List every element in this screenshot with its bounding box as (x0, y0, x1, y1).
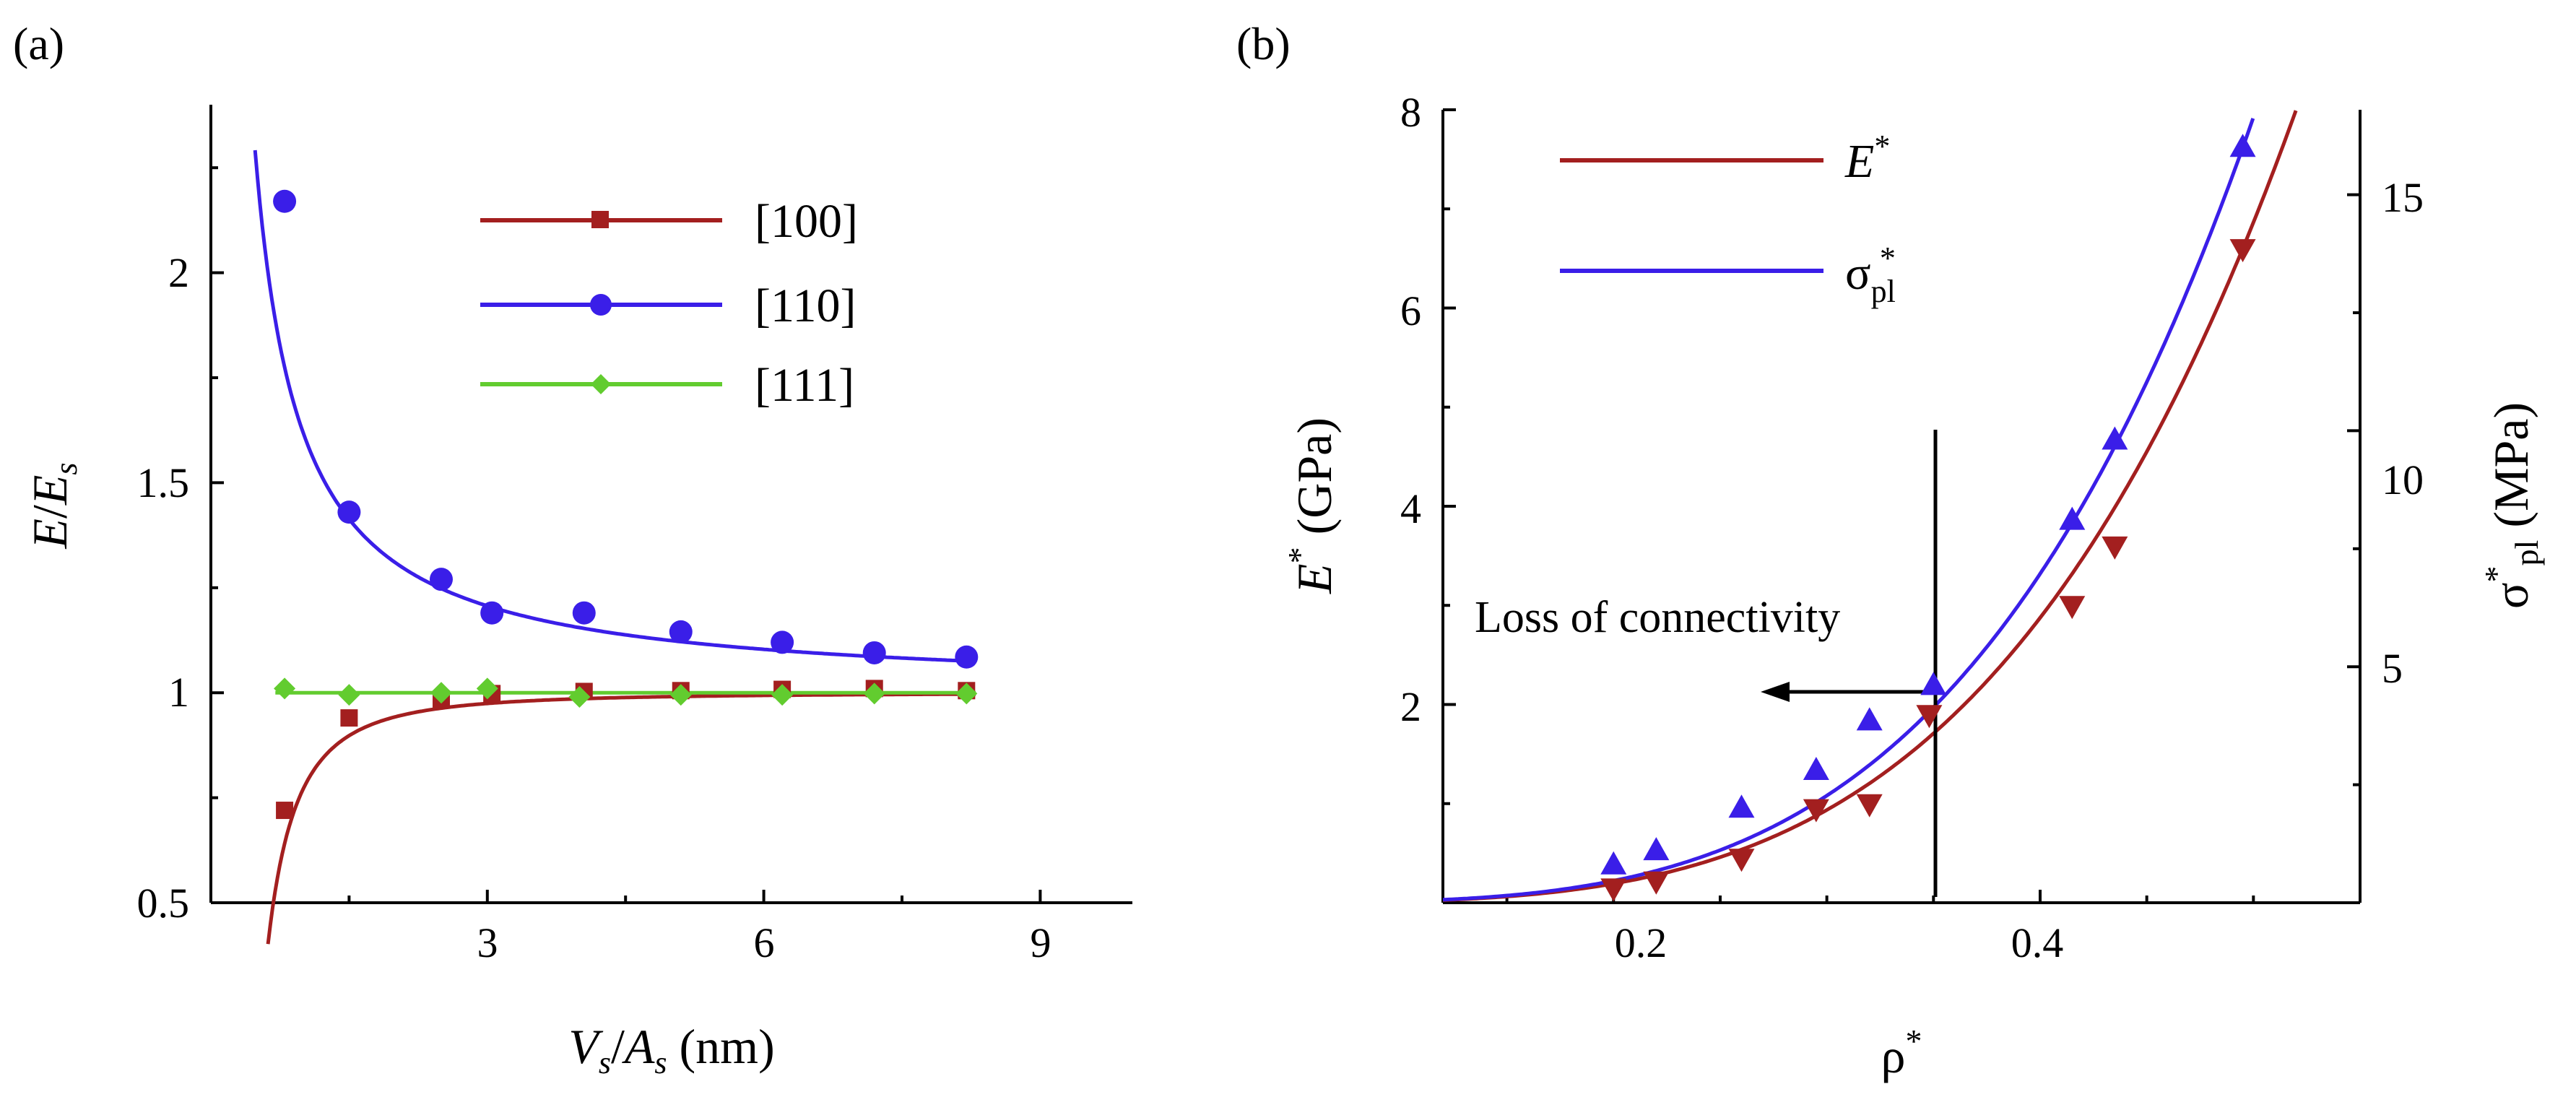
b-point-1-7 (2102, 426, 2128, 450)
a-point-1-4 (572, 601, 596, 625)
legend-e-star-text: E (1844, 135, 1874, 188)
legend-label-100: [100] (755, 195, 858, 248)
a-point-2-1 (338, 684, 360, 706)
a-point-1-8 (955, 645, 979, 669)
a-point-1-3 (480, 601, 504, 625)
panel-b-left-title: E* (GPa) (1281, 417, 1342, 594)
panel-a-ticks (211, 166, 1042, 904)
panel-a-label: (a) (13, 18, 64, 69)
connectivity-arrow-head (1761, 682, 1790, 702)
panel-a-y-title: E/Es (22, 462, 84, 549)
fit-curve-e-star (1442, 110, 2298, 902)
panel-b-right-title: σ*pl (MPa) (2478, 402, 2545, 609)
b-point-0-1 (1643, 871, 1670, 895)
b-point-0-4 (1856, 794, 1883, 818)
panel-b-legend: E* σpl* (1560, 129, 1896, 309)
a-xtick-label-0: 3 (477, 919, 498, 966)
a-point-2-4 (568, 686, 591, 708)
a-point-2-5 (669, 684, 692, 706)
b-point-1-3 (1803, 757, 1829, 780)
b-ytick-left-label-3: 8 (1400, 89, 1421, 136)
b-ytick-left-label-0: 2 (1400, 683, 1421, 730)
a-point-1-0 (273, 189, 297, 213)
a-point-2-6 (771, 684, 794, 706)
a-ytick-label-1: 1 (168, 669, 189, 716)
legend-marker-110 (590, 294, 612, 316)
a-point-1-5 (669, 620, 693, 643)
a-point-2-2 (430, 682, 452, 704)
a-point-2-7 (863, 682, 885, 705)
panel-a-markers (273, 189, 979, 820)
a-xtick-label-2: 9 (1031, 919, 1051, 966)
legend-marker-111 (591, 374, 611, 394)
b-ytick-right-label-0: 5 (2382, 645, 2403, 692)
legend-marker-100 (591, 211, 609, 228)
legend-label-sigma-pl: σpl* (1845, 240, 1896, 309)
connectivity-label: Loss of connectivity (1475, 593, 1840, 642)
b-point-1-5 (1920, 672, 1947, 695)
b-point-1-6 (2059, 506, 2086, 530)
panel-a: (a) 3 6 9 0.5 1 1.5 2 Vs/As (nm) E/Es [1… (13, 18, 1132, 1080)
a-point-0-0 (276, 802, 294, 820)
panel-a-curves (253, 149, 976, 945)
legend-label-e-star: E* (1844, 129, 1890, 188)
panel-b-curves (1442, 110, 2298, 902)
b-ytick-left-label-2: 6 (1400, 287, 1421, 334)
fit-curve-110 (253, 149, 976, 664)
panel-b-tick-labels: 0.2 0.4 2 4 6 8 5 10 15 (1400, 89, 2424, 966)
a-point-1-1 (337, 500, 361, 524)
b-point-0-8 (2229, 239, 2256, 263)
a-point-1-2 (430, 568, 453, 591)
b-point-0-2 (1728, 849, 1755, 872)
a-point-0-1 (340, 709, 358, 727)
panel-b-axes (1441, 110, 2362, 904)
b-ytick-left-label-1: 4 (1400, 485, 1421, 532)
b-ytick-right-label-2: 15 (2382, 174, 2424, 221)
b-point-0-7 (2102, 536, 2128, 560)
panel-b: (b) 0.2 0.4 2 4 6 8 5 10 15 ρ* E* (GPa) … (1236, 18, 2545, 1083)
b-point-1-2 (1728, 794, 1755, 818)
legend-label-111: [111] (755, 359, 854, 412)
a-point-1-7 (862, 641, 886, 664)
b-xtick-label-0: 0.2 (1615, 919, 1668, 966)
b-point-0-3 (1803, 799, 1829, 823)
a-point-2-0 (274, 677, 296, 700)
panel-b-markers (1600, 134, 2256, 902)
panel-b-x-title: ρ* (1881, 1023, 1922, 1083)
panel-b-label: (b) (1236, 18, 1291, 69)
a-ytick-label-2: 1.5 (137, 459, 190, 506)
a-point-2-8 (955, 682, 978, 705)
fit-curve-100 (266, 692, 976, 945)
b-point-1-4 (1856, 707, 1883, 731)
panel-a-axes (209, 105, 1132, 904)
fit-curve-sigma-pl (1442, 118, 2255, 902)
panel-a-legend: [100] [110] [111] (480, 195, 858, 412)
a-ytick-label-3: 2 (168, 249, 189, 296)
legend-sigma-text: σ (1845, 247, 1871, 300)
panel-a-tick-labels: 3 6 9 0.5 1 1.5 2 (137, 249, 1051, 966)
b-point-0-6 (2059, 596, 2086, 620)
b-point-1-8 (2229, 134, 2256, 157)
a-point-1-6 (771, 630, 794, 654)
a-xtick-label-1: 6 (754, 919, 775, 966)
b-ytick-right-label-1: 10 (2382, 456, 2424, 503)
b-point-0-5 (1916, 705, 1943, 729)
panel-b-ticks (1443, 108, 2360, 903)
b-xtick-label-1: 0.4 (2011, 919, 2064, 966)
legend-label-110: [110] (755, 279, 857, 332)
b-point-0-0 (1600, 878, 1627, 902)
panel-a-x-title: Vs/As (nm) (568, 1019, 774, 1080)
b-point-1-0 (1600, 851, 1627, 875)
connectivity-annotation: Loss of connectivity (1475, 430, 1938, 897)
a-ytick-label-0: 0.5 (137, 880, 190, 927)
b-point-1-1 (1643, 837, 1670, 861)
a-point-2-3 (476, 677, 498, 700)
